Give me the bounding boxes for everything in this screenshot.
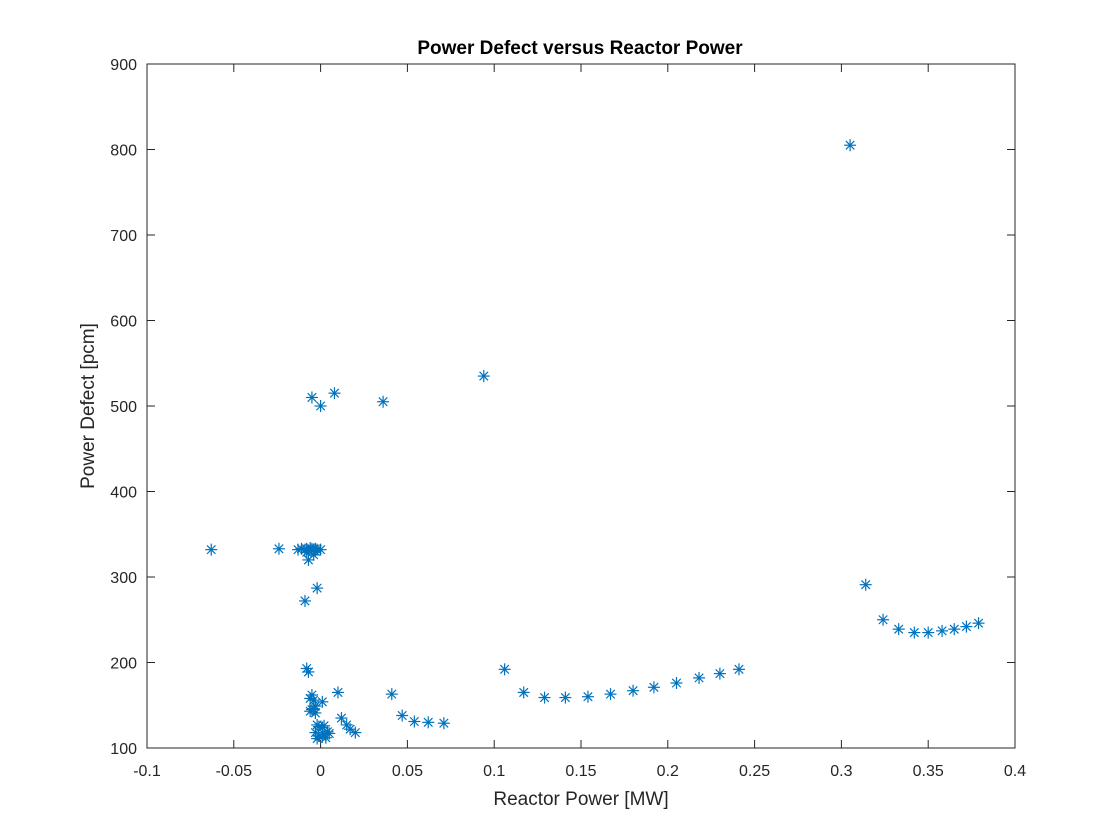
- data-point: [581, 690, 594, 703]
- axes: [146, 63, 1016, 749]
- x-axis: -0.1 -0.05 0 0.05 0.1 0.15 0.2 0.25 0.3 0.35 0.4: [133, 64, 1026, 780]
- data-point: [331, 686, 344, 699]
- x-tick-label: -0.1: [133, 763, 161, 780]
- data-point: [517, 686, 530, 699]
- data-point: [309, 545, 322, 558]
- x-tick-label: 0: [316, 763, 325, 780]
- data-point: [408, 715, 421, 728]
- data-point: [305, 391, 318, 404]
- data-point: [349, 726, 362, 739]
- y-tick-label: 100: [110, 741, 137, 758]
- data-point: [307, 548, 320, 561]
- plot-area-frame: [146, 63, 1016, 749]
- data-point: [538, 691, 551, 704]
- y-tick-label: 500: [110, 399, 137, 416]
- x-axis-label: Reactor Power [MW]: [493, 789, 668, 810]
- data-point: [300, 662, 313, 675]
- data-point: [936, 624, 949, 637]
- x-tick-label: 0.4: [1004, 763, 1026, 780]
- data-point: [323, 727, 336, 740]
- chart-title: Power Defect versus Reactor Power: [417, 38, 743, 59]
- x-tick-label: 0.05: [392, 763, 423, 780]
- data-point: [859, 578, 872, 591]
- data-point: [302, 665, 315, 678]
- data-point: [437, 717, 450, 730]
- x-tick-label: 0.2: [657, 763, 679, 780]
- x-tick-label: 0.25: [739, 763, 770, 780]
- data-point: [559, 691, 572, 704]
- data-point: [670, 677, 683, 690]
- data-point: [328, 387, 341, 400]
- data-point: [477, 370, 490, 383]
- data-point: [972, 617, 985, 630]
- x-tick-label: 0.35: [913, 763, 944, 780]
- data-point: [647, 681, 660, 694]
- data-point: [693, 671, 706, 684]
- data-points: [205, 139, 985, 745]
- data-point: [908, 626, 921, 639]
- y-tick-label: 400: [110, 485, 137, 502]
- data-point: [627, 684, 640, 697]
- data-point: [604, 688, 617, 701]
- y-tick-label: 800: [110, 143, 137, 160]
- data-point: [272, 542, 285, 555]
- data-point: [302, 553, 315, 566]
- data-point: [960, 620, 973, 633]
- data-point: [298, 594, 311, 607]
- data-point: [304, 692, 317, 705]
- data-point: [309, 706, 322, 719]
- y-tick-label: 700: [110, 228, 137, 245]
- data-point: [892, 623, 905, 636]
- data-point: [877, 613, 890, 626]
- data-point: [385, 688, 398, 701]
- x-tick-label: 0.15: [565, 763, 596, 780]
- data-point: [205, 543, 218, 556]
- data-point: [844, 139, 857, 152]
- data-point: [922, 626, 935, 639]
- data-point: [377, 395, 390, 408]
- data-point: [311, 582, 324, 595]
- y-axis: 100 200 300 400 500 600 700 800 900: [110, 57, 1015, 758]
- x-tick-label: 0.3: [830, 763, 852, 780]
- y-tick-label: 200: [110, 656, 137, 673]
- x-tick-label: 0.1: [483, 763, 505, 780]
- data-point: [498, 663, 511, 676]
- data-point: [311, 732, 324, 745]
- y-tick-label: 300: [110, 570, 137, 587]
- y-tick-label: 600: [110, 314, 137, 331]
- x-tick-label: -0.05: [216, 763, 253, 780]
- data-point: [335, 712, 348, 725]
- data-point: [422, 716, 435, 729]
- data-point: [316, 695, 329, 708]
- y-tick-label: 900: [110, 57, 137, 74]
- data-point: [713, 667, 726, 680]
- data-point: [314, 400, 327, 412]
- data-point: [396, 709, 409, 722]
- data-point: [948, 623, 961, 636]
- data-point: [732, 663, 745, 676]
- y-axis-label: Power Defect [pcm]: [78, 323, 99, 489]
